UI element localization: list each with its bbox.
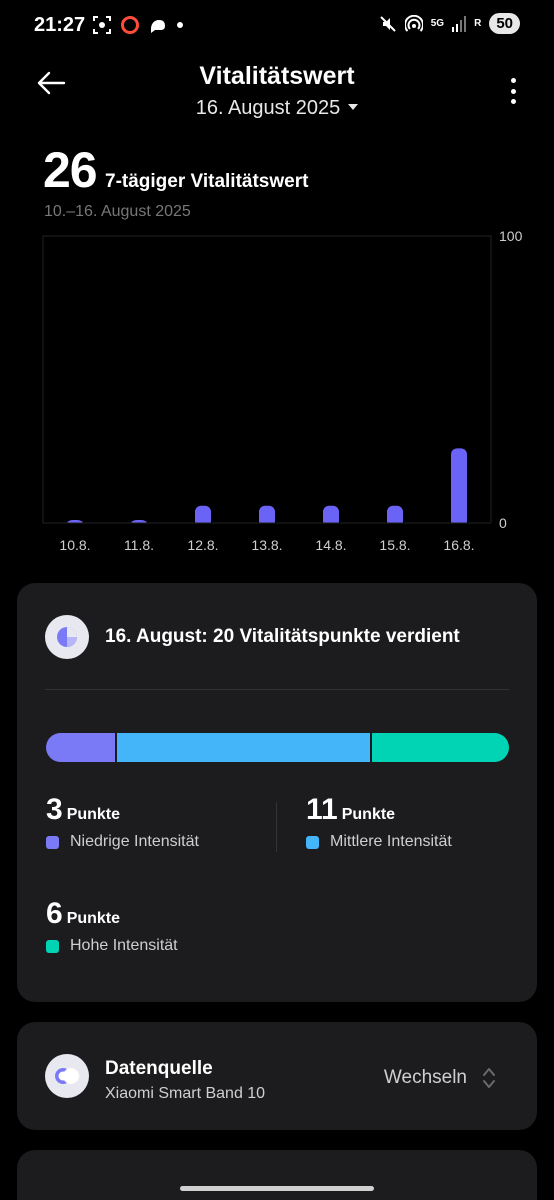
hotspot-icon <box>404 14 423 32</box>
data-source-title: Datenquelle <box>105 1058 213 1079</box>
chart-bar <box>387 505 403 527</box>
switch-source-button[interactable]: Wechseln <box>384 1065 497 1091</box>
more-dot-icon <box>510 78 516 83</box>
chart-bar <box>195 505 211 527</box>
switch-source-label: Wechseln <box>383 1067 467 1088</box>
date-selector[interactable]: 16. August 2025 <box>0 97 554 120</box>
metric-separator <box>276 802 277 852</box>
status-time: 21:27 <box>34 14 86 36</box>
x-tick-label: 12.8. <box>187 537 218 553</box>
y-tick-label: 0 <box>499 515 507 531</box>
up-down-chevron-icon <box>483 1068 495 1088</box>
more-notifications-dot-icon <box>177 22 183 28</box>
back-arrow-icon <box>37 71 66 95</box>
x-tick-label: 15.8. <box>379 537 410 553</box>
notification-icons <box>92 15 184 35</box>
low-intensity-legend-swatch <box>46 835 59 849</box>
status-bar: 21:27 5G R <box>0 0 554 52</box>
battery-indicator: 50 <box>489 13 520 34</box>
high-intensity-segment <box>370 733 509 762</box>
app-header: Vitalitätswert 16. August 2025 <box>0 56 554 128</box>
y-tick-label: 100 <box>499 228 523 244</box>
medium-intensity-metric: 11 Punkte Mittlere Intensität <box>306 793 452 851</box>
data-source-card[interactable]: Datenquelle Xiaomi Smart Band 10 Wechsel… <box>17 1022 537 1130</box>
chart-bar <box>451 448 467 527</box>
medium-intensity-segment <box>115 733 371 762</box>
points-unit: Punkte <box>66 910 121 927</box>
points-unit: Punkte <box>341 806 396 823</box>
medium-intensity-points: 11 <box>306 793 338 826</box>
low-intensity-segment <box>46 733 116 762</box>
data-source-device: Xiaomi Smart Band 10 <box>105 1085 266 1102</box>
selected-date: 16. August 2025 <box>195 97 341 119</box>
divider <box>45 689 509 690</box>
mute-icon <box>380 15 396 32</box>
more-dot-icon <box>510 88 516 94</box>
chart-canvas: 100 0 10.8. 11.8. 12.8. 13.8. 14.8. 15.8. 16.8. <box>42 228 523 553</box>
roaming-indicator: R <box>474 18 482 29</box>
vitality-icon-badge <box>45 615 89 659</box>
x-tick-label: 13.8. <box>251 537 282 553</box>
vitality-bar-chart: 100 0 10.8. 11.8. 12.8. 13.8. 14.8. 15.8. 16.8. <box>0 225 554 565</box>
vitality-score-label: 7-tägiger Vitalitätswert <box>105 171 309 192</box>
data-source-icon-badge <box>45 1054 89 1098</box>
medium-intensity-legend-swatch <box>306 835 319 849</box>
vitality-score-value: 26 <box>43 142 98 198</box>
intensity-distribution-bar <box>46 733 509 762</box>
low-intensity-label: Niedrige Intensität <box>70 833 199 850</box>
x-tick-label: 10.8. <box>59 537 90 553</box>
x-tick-label: 16.8. <box>443 537 474 553</box>
back-button[interactable] <box>36 70 66 96</box>
low-intensity-points: 3 <box>46 793 63 826</box>
page-title: Vitalitätswert <box>199 62 355 90</box>
signal-icon <box>452 15 467 32</box>
chart-baseline-mask <box>43 523 492 533</box>
record-icon <box>121 16 139 34</box>
x-tick-label: 14.8. <box>315 537 346 553</box>
caret-down-icon <box>348 103 359 110</box>
next-card <box>17 1150 537 1200</box>
high-intensity-metric: 6 Punkte Hohe Intensität <box>46 897 178 955</box>
chart-bar <box>323 505 339 527</box>
high-intensity-points: 6 <box>46 897 63 930</box>
high-intensity-label: Hohe Intensität <box>70 937 178 954</box>
screenshot-icon <box>93 16 111 34</box>
daily-points-title: 16. August: 20 Vitalitätspunkte verdient <box>105 626 460 647</box>
network-type: 5G <box>430 18 445 29</box>
points-unit: Punkte <box>66 806 121 823</box>
score-date-range: 10.–16. August 2025 <box>44 203 191 220</box>
daily-points-card: 16. August: 20 Vitalitätspunkte verdient… <box>17 583 537 1002</box>
app-notification-icon <box>151 20 165 33</box>
high-intensity-legend-swatch <box>46 939 59 953</box>
vitality-icon <box>57 627 77 647</box>
low-intensity-metric: 3 Punkte Niedrige Intensität <box>46 793 199 851</box>
more-options-button[interactable] <box>508 78 518 104</box>
x-tick-label: 11.8. <box>124 537 154 553</box>
more-dot-icon <box>510 99 516 104</box>
system-icons: 5G R 50 <box>379 13 520 34</box>
medium-intensity-label: Mittlere Intensität <box>330 833 452 850</box>
chart-frame <box>42 235 492 524</box>
home-indicator[interactable] <box>180 1186 374 1191</box>
data-source-icon <box>55 1068 79 1084</box>
chart-bar <box>259 505 275 527</box>
